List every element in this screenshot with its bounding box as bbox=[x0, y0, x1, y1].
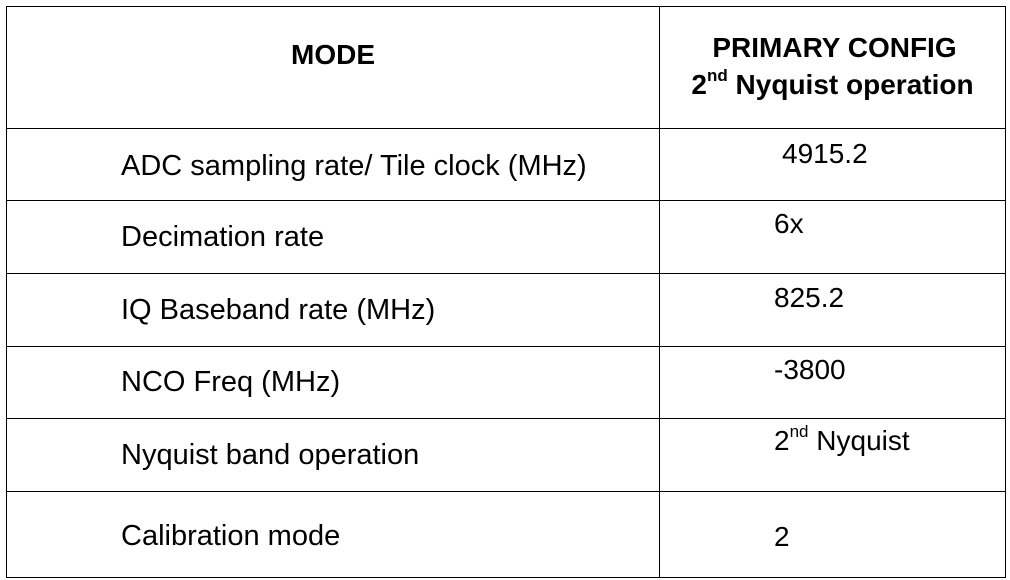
ordinal-suffix: nd bbox=[789, 421, 809, 441]
row-value-text: 4915.2 bbox=[782, 138, 868, 169]
nyquist-text: Nyquist bbox=[808, 425, 910, 456]
primary-config-title: PRIMARY CONFIG bbox=[712, 32, 957, 63]
row-label: ADC sampling rate/ Tile clock (MHz) bbox=[6, 128, 660, 201]
config-table: MODE PRIMARY CONFIG 2nd Nyquist operatio… bbox=[6, 6, 1006, 578]
row-value: -3800 bbox=[659, 346, 1006, 419]
row-value: 825.2 bbox=[659, 273, 1006, 347]
row-value-text: 2nd Nyquist bbox=[660, 421, 1005, 457]
table-row: Calibration mode 2 bbox=[6, 491, 1006, 578]
table-row: NCO Freq (MHz) -3800 bbox=[6, 346, 1006, 419]
row-value-text: -3800 bbox=[774, 354, 846, 385]
ordinal-suffix: nd bbox=[707, 65, 728, 85]
table-row: Decimation rate 6x bbox=[6, 200, 1006, 274]
row-value-text: 6x bbox=[774, 208, 804, 239]
header-row: MODE PRIMARY CONFIG 2nd Nyquist operatio… bbox=[6, 6, 1006, 129]
row-value-text: 2 bbox=[774, 520, 790, 552]
nyquist-number: 2 bbox=[774, 425, 790, 456]
row-label: Decimation rate bbox=[6, 200, 660, 274]
row-value: 4915.2 bbox=[659, 128, 1006, 201]
row-label: IQ Baseband rate (MHz) bbox=[6, 273, 660, 347]
row-value: 2 bbox=[659, 491, 1006, 578]
nyquist-operation-text: Nyquist operation bbox=[727, 69, 974, 100]
row-label: NCO Freq (MHz) bbox=[6, 346, 660, 419]
row-label: Calibration mode bbox=[6, 491, 660, 578]
table-row: Nyquist band operation 2nd Nyquist bbox=[6, 418, 1006, 492]
table-row: ADC sampling rate/ Tile clock (MHz) 4915… bbox=[6, 128, 1006, 201]
table-row: IQ Baseband rate (MHz) 825.2 bbox=[6, 273, 1006, 347]
row-value: 2nd Nyquist bbox=[659, 418, 1006, 492]
primary-config-header: PRIMARY CONFIG 2nd Nyquist operation bbox=[659, 6, 1006, 129]
row-label: Nyquist band operation bbox=[6, 418, 660, 492]
nyquist-operation-subtitle: 2nd Nyquist operation bbox=[660, 65, 1005, 102]
row-value-text: 825.2 bbox=[774, 282, 845, 313]
nyquist-number: 2 bbox=[691, 69, 707, 100]
mode-header: MODE bbox=[6, 6, 660, 129]
row-value: 6x bbox=[659, 200, 1006, 274]
